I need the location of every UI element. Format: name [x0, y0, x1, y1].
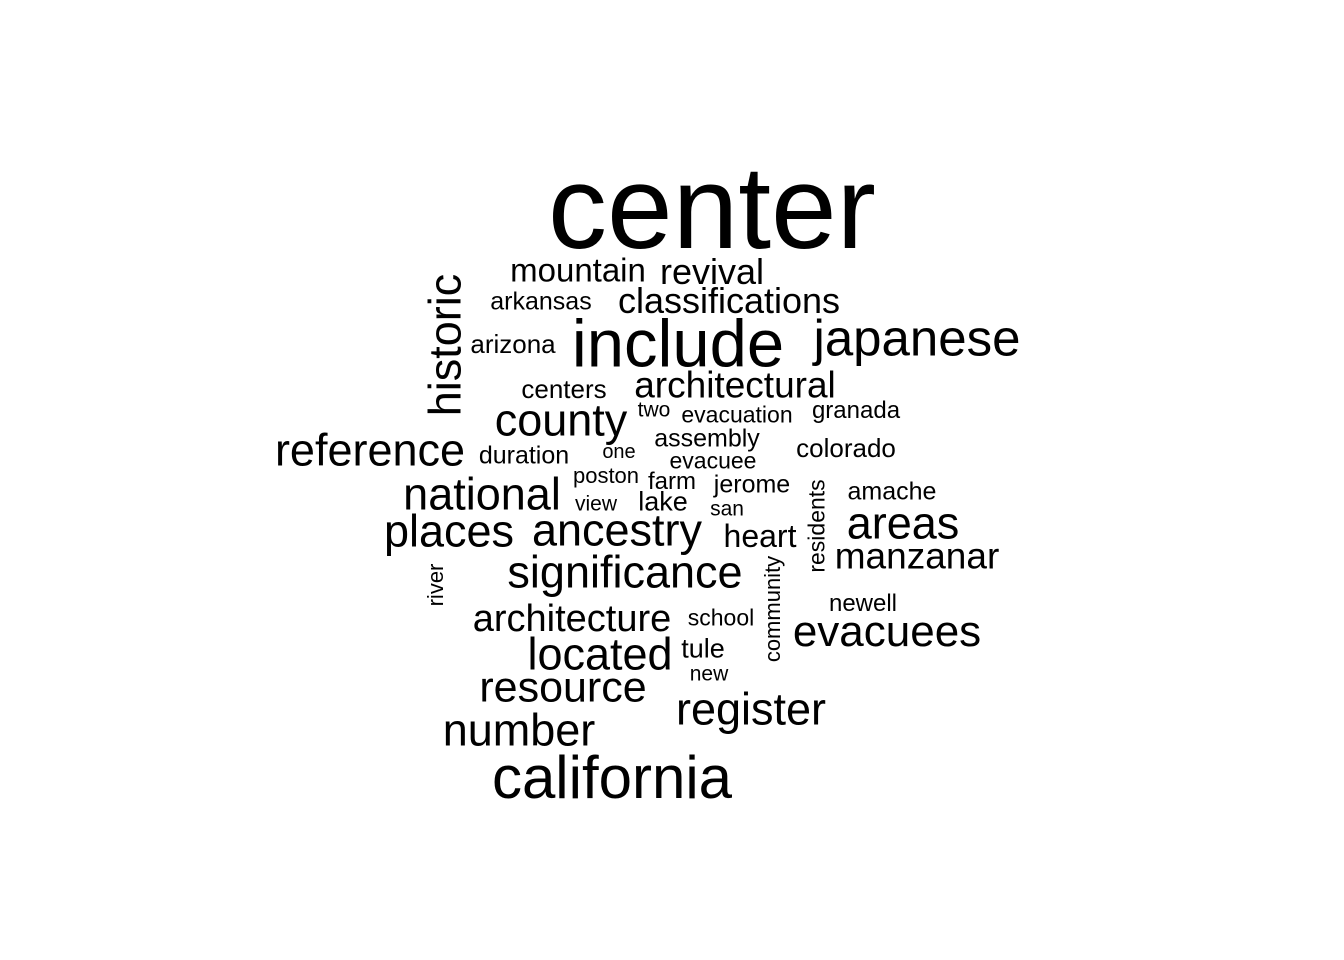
word-include: include — [571, 306, 785, 382]
word-areas: areas — [846, 497, 960, 549]
word-amache: amache — [847, 477, 937, 506]
word-poston: poston — [572, 463, 640, 488]
word-newell: newell — [828, 590, 898, 617]
word-evacuation: evacuation — [681, 401, 793, 428]
word-japanese: japanese — [813, 309, 1021, 367]
word-california: california — [491, 744, 733, 811]
word-register: register — [675, 683, 827, 735]
word-places: places — [383, 505, 515, 557]
word-ancestry: ancestry — [531, 504, 703, 556]
word-mountain: mountain — [510, 251, 646, 289]
word-reference: reference — [274, 424, 466, 476]
word-national: national — [403, 468, 561, 520]
word-assembly: assembly — [654, 424, 760, 453]
word-community: community — [760, 555, 785, 663]
word-river: river — [423, 563, 448, 607]
word-county: county — [494, 394, 628, 446]
word-duration: duration — [478, 441, 570, 470]
word-located: located — [527, 628, 673, 680]
word-view: view — [574, 492, 618, 516]
word-historic: historic — [419, 273, 471, 417]
word-one: one — [602, 441, 636, 463]
word-architectural: architectural — [634, 364, 836, 406]
word-architecture: architecture — [472, 598, 672, 640]
word-granada: granada — [811, 397, 901, 424]
word-significance: significance — [507, 546, 743, 598]
word-evacuees: evacuees — [792, 607, 982, 656]
word-jerome: jerome — [713, 470, 791, 499]
word-farm: farm — [648, 468, 696, 495]
word-classifications: classifications — [617, 280, 841, 321]
word-colorado: colorado — [796, 433, 896, 463]
word-school: school — [687, 604, 755, 631]
word-center: center — [548, 142, 876, 274]
word-resource: resource — [479, 663, 647, 712]
word-residents: residents — [803, 479, 830, 573]
word-new: new — [689, 662, 729, 686]
word-arkansas: arkansas — [490, 287, 592, 316]
word-centers: centers — [521, 374, 607, 404]
word-arizona: arizona — [470, 329, 556, 359]
word-heart: heart — [723, 518, 797, 554]
word-manzanar: manzanar — [834, 535, 1000, 577]
word-number: number — [442, 704, 596, 756]
word-lake: lake — [638, 486, 688, 517]
word-evacuee: evacuee — [669, 447, 757, 474]
word-san: san — [710, 497, 744, 521]
word-tule: tule — [681, 633, 725, 664]
word-two: two — [637, 398, 671, 422]
word-revival: revival — [659, 251, 765, 292]
